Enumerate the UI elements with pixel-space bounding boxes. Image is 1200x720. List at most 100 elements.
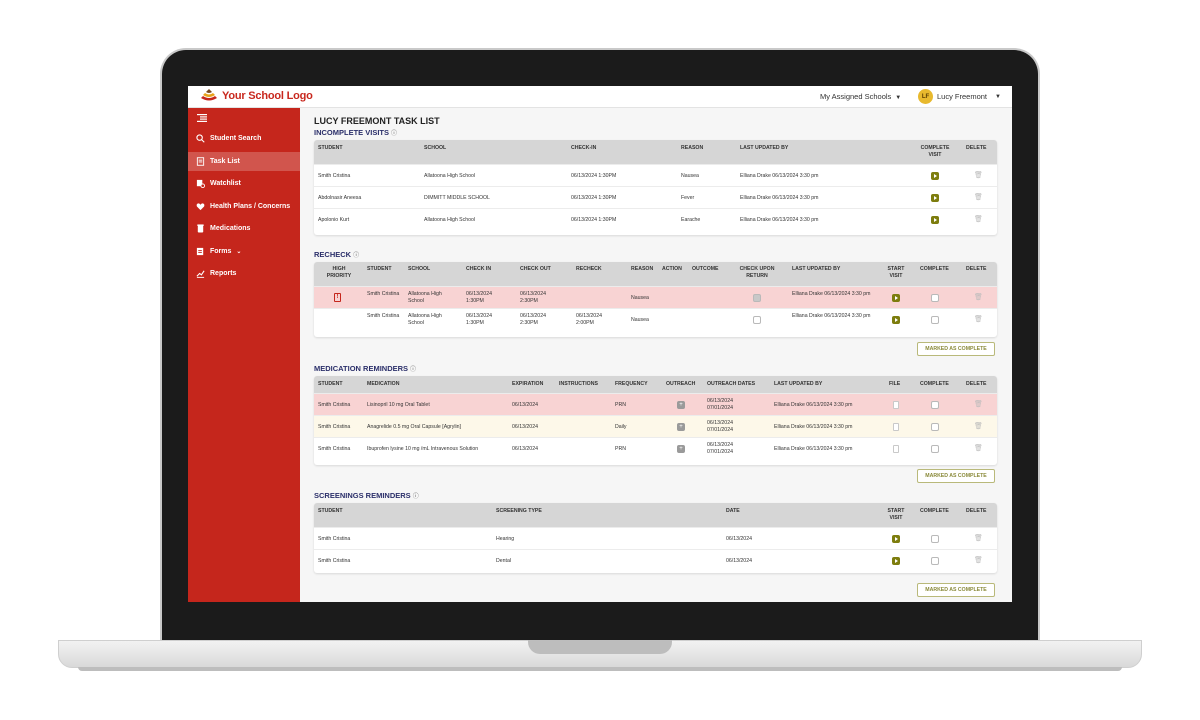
student-cell[interactable]: Smith Cristina (318, 402, 351, 408)
file-icon[interactable] (893, 401, 899, 409)
reason-cell: Earache (681, 217, 701, 223)
school-cell: Allatoona High School (424, 173, 476, 179)
trash-icon[interactable]: 🗑 (974, 294, 983, 301)
sidebar-item-label: Forms (210, 248, 232, 255)
section-title-text: MEDICATION REMINDERS (314, 364, 409, 373)
trash-icon[interactable]: 🗑 (974, 401, 983, 408)
column-header: CHECK-IN (571, 145, 597, 151)
table-row: Smith Cristina Dental 06/13/2024 🗑 (314, 549, 997, 571)
start-visit-button[interactable] (892, 316, 900, 324)
column-header: OUTREACH DATES (707, 381, 756, 387)
add-outreach-icon[interactable]: + (677, 423, 685, 431)
student-cell[interactable]: Smith Cristina (367, 291, 400, 297)
checkin-cell: 06/13/2024 1:30PM (571, 173, 617, 179)
collapse-menu-icon[interactable] (197, 114, 207, 122)
sidebar-item-health-plans[interactable]: Health Plans / Concerns (188, 197, 300, 216)
complete-visit-button[interactable] (931, 172, 939, 180)
sidebar-item-task-list[interactable]: Task List (188, 152, 300, 171)
start-visit-button[interactable] (892, 557, 900, 565)
health-plans-icon (196, 203, 205, 211)
column-header: OUTREACH (666, 381, 696, 387)
file-icon[interactable] (893, 445, 899, 453)
column-header: MEDICATION (367, 381, 400, 387)
sidebar-item-watchlist[interactable]: Watchlist (188, 174, 300, 193)
check-upon-return-checkbox[interactable] (753, 316, 761, 324)
trash-icon[interactable]: 🗑 (974, 194, 983, 201)
student-cell[interactable]: Smith Cristina (318, 536, 351, 542)
student-cell[interactable]: Abdolnasir Aneesa (318, 195, 362, 201)
column-header: ACTION (662, 266, 682, 272)
page-title: LUCY FREEMONT TASK LIST (314, 116, 440, 126)
complete-checkbox[interactable] (931, 423, 939, 431)
column-header: COMPLETE (920, 381, 949, 387)
sidebar-item-reports[interactable]: Reports (188, 264, 300, 283)
column-header: DATE (726, 508, 740, 514)
column-header: LAST UPDATED BY (774, 381, 823, 387)
student-cell[interactable]: Smith Cristina (318, 424, 351, 430)
add-outreach-icon[interactable]: + (677, 401, 685, 409)
medication-cell: Lisinopril 10 mg Oral Tablet (367, 402, 430, 408)
add-outreach-icon[interactable]: + (677, 445, 685, 453)
trash-icon[interactable]: 🗑 (974, 535, 983, 542)
info-icon[interactable]: ⓘ (391, 131, 398, 137)
complete-checkbox[interactable] (931, 557, 939, 565)
frequency-cell: PRN (615, 446, 626, 452)
column-header: OUTCOME (692, 266, 719, 272)
expiration-cell: 06/13/2024 (512, 402, 538, 408)
column-header: LAST UPDATED BY (792, 266, 841, 272)
complete-visit-button[interactable] (931, 216, 939, 224)
sidebar-item-forms[interactable]: Forms ⌄ (188, 242, 300, 261)
marked-as-complete-button[interactable]: MARKED AS COMPLETE (917, 342, 995, 356)
column-header: SCHOOL (424, 145, 447, 151)
student-cell[interactable]: Smith Cristina (318, 446, 351, 452)
sidebar-item-label: Medications (210, 225, 251, 232)
caret-down-icon: ▼ (995, 93, 1001, 100)
trash-icon[interactable]: 🗑 (974, 316, 983, 323)
complete-checkbox[interactable] (931, 316, 939, 324)
column-header: STUDENT (367, 266, 392, 272)
file-icon[interactable] (893, 423, 899, 431)
sidebar-item-medications[interactable]: Medications (188, 219, 300, 238)
info-icon[interactable]: ⓘ (353, 253, 360, 259)
check-upon-return-checkbox[interactable] (753, 294, 761, 302)
student-cell[interactable]: Smith Cristina (318, 173, 351, 179)
date-cell: 06/13/2024 (726, 536, 752, 542)
trash-icon[interactable]: 🗑 (974, 445, 983, 452)
student-cell[interactable]: Smith Cristina (318, 558, 351, 564)
sidebar-item-student-search[interactable]: Student Search (188, 129, 300, 148)
assigned-schools-dropdown[interactable]: My Assigned Schools ▼ (820, 92, 901, 101)
school-logo[interactable]: Your School Logo (200, 89, 313, 103)
high-priority-icon[interactable]: ! (334, 293, 341, 302)
complete-checkbox[interactable] (931, 535, 939, 543)
column-header: LAST UPDATED BY (740, 145, 789, 151)
trash-icon[interactable]: 🗑 (974, 216, 983, 223)
table-header: STUDENT SCREENING TYPE DATE START VISIT … (314, 503, 997, 527)
screening-type-cell: Hearing (496, 536, 515, 542)
sidebar-item-label: Task List (210, 158, 240, 165)
complete-checkbox[interactable] (931, 445, 939, 453)
column-header: DELETE (966, 266, 987, 272)
student-cell[interactable]: Smith Cristina (367, 313, 400, 319)
student-cell[interactable]: Apolonio Kurt (318, 217, 350, 223)
start-visit-button[interactable] (892, 535, 900, 543)
column-header: INSTRUCTIONS (559, 381, 598, 387)
complete-checkbox[interactable] (931, 294, 939, 302)
checkout-cell: 06/13/2024 2:30PM (520, 313, 546, 326)
trash-icon[interactable]: 🗑 (974, 172, 983, 179)
user-menu[interactable]: LF Lucy Freemont ▼ (918, 89, 1001, 104)
updated-cell: Elliana Drake 06/13/2024 3:30 pm (740, 173, 819, 179)
marked-as-complete-button[interactable]: MARKED AS COMPLETE (917, 583, 995, 597)
complete-checkbox[interactable] (931, 401, 939, 409)
caret-down-icon: ▼ (895, 95, 902, 101)
complete-visit-button[interactable] (931, 194, 939, 202)
search-icon (196, 134, 205, 143)
task-list-icon (196, 157, 205, 166)
info-icon[interactable]: ⓘ (410, 367, 417, 373)
table-header: STUDENT MEDICATION EXPIRATION INSTRUCTIO… (314, 376, 997, 393)
trash-icon[interactable]: 🗑 (974, 557, 983, 564)
column-header: DELETE (966, 508, 987, 514)
info-icon[interactable]: ⓘ (412, 494, 419, 500)
marked-as-complete-button[interactable]: MARKED AS COMPLETE (917, 469, 995, 483)
trash-icon[interactable]: 🗑 (974, 423, 983, 430)
start-visit-button[interactable] (892, 294, 900, 302)
